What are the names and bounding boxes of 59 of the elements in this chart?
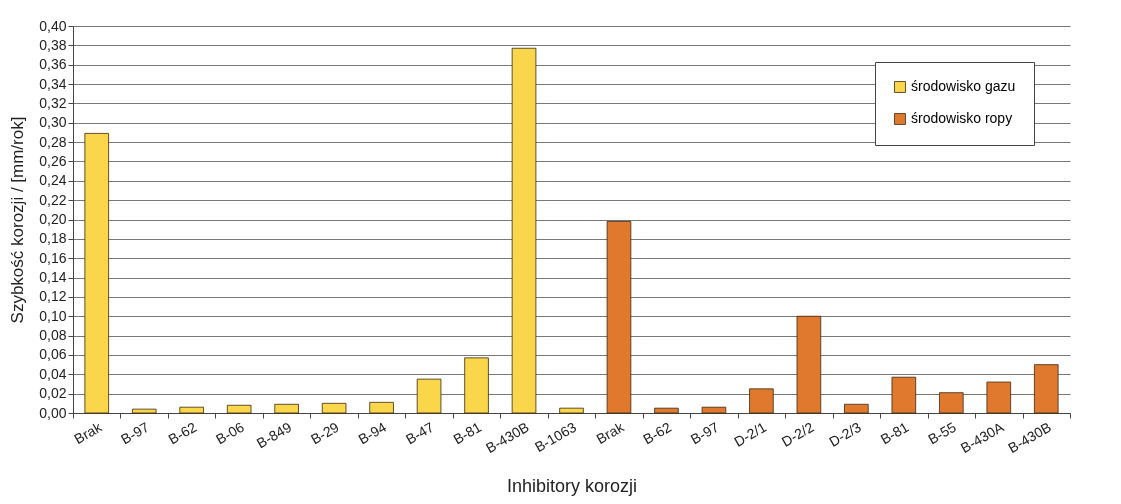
x-tick-label: B-29 bbox=[308, 418, 342, 448]
legend-label: środowisko gazu bbox=[911, 78, 1016, 94]
bar bbox=[749, 388, 774, 414]
x-tick-label: B-97 bbox=[118, 418, 152, 448]
x-tick-label: B-94 bbox=[355, 418, 390, 448]
x-tick-label: Brak bbox=[593, 418, 628, 448]
bar bbox=[416, 378, 442, 414]
bar bbox=[84, 132, 110, 414]
y-tick-label: 0,16 bbox=[39, 249, 67, 266]
y-tick-label: 0,32 bbox=[39, 94, 67, 111]
y-tick-label: 0,02 bbox=[39, 385, 67, 402]
y-tick-label: 0,08 bbox=[39, 327, 67, 344]
y-tick-label: 0,28 bbox=[39, 133, 67, 150]
x-tick-label: B-55 bbox=[925, 418, 959, 448]
bar bbox=[464, 357, 489, 414]
x-tick-label: B-81 bbox=[877, 418, 912, 448]
x-tick-label: B-81 bbox=[450, 418, 485, 448]
bar bbox=[226, 404, 252, 414]
bar bbox=[701, 406, 727, 414]
bar bbox=[1033, 364, 1059, 414]
bar bbox=[891, 376, 917, 414]
x-axis-title: Inhibitory korozji bbox=[506, 475, 638, 496]
y-tick-label: 0,14 bbox=[39, 269, 67, 286]
y-tick-label: 0,26 bbox=[39, 152, 67, 169]
y-tick-label: 0,24 bbox=[39, 172, 67, 189]
bar bbox=[606, 221, 632, 414]
y-tick-label: 0,30 bbox=[39, 114, 67, 131]
bar bbox=[844, 403, 869, 414]
y-tick-label: 0,10 bbox=[39, 307, 67, 324]
bar bbox=[559, 407, 584, 414]
bar bbox=[274, 403, 299, 414]
bar bbox=[511, 47, 537, 414]
bar bbox=[179, 406, 204, 414]
legend-label: środowisko ropy bbox=[911, 110, 1013, 126]
x-tick-label: B-62 bbox=[640, 418, 675, 448]
x-tick-label: B-47 bbox=[402, 418, 437, 448]
y-tick-label: 0,18 bbox=[39, 230, 67, 247]
x-tick-label: B-06 bbox=[213, 418, 247, 448]
y-tick-label: 0,36 bbox=[39, 56, 67, 73]
bar bbox=[939, 392, 964, 414]
bar bbox=[986, 381, 1012, 414]
y-axis-title: Szybkość korozji / [mm/rok] bbox=[8, 116, 28, 324]
bar bbox=[131, 408, 157, 414]
x-tick-label: B-97 bbox=[687, 418, 722, 448]
y-tick-label: 0,00 bbox=[39, 404, 67, 421]
y-tick-label: 0,40 bbox=[39, 17, 67, 34]
y-tick-label: 0,04 bbox=[39, 365, 67, 382]
y-tick-label: 0,34 bbox=[39, 75, 67, 92]
x-tick-label: Brak bbox=[71, 418, 106, 448]
y-tick-label: 0,22 bbox=[39, 191, 67, 208]
y-tick-label: 0,12 bbox=[39, 288, 67, 305]
y-tick-label: 0,20 bbox=[39, 211, 67, 227]
y-tick-label: 0,38 bbox=[39, 36, 67, 53]
x-tick-label: B-62 bbox=[165, 418, 200, 448]
bar bbox=[369, 401, 394, 414]
y-tick-label: 0,06 bbox=[39, 346, 67, 363]
bar bbox=[321, 402, 347, 414]
bar bbox=[796, 315, 822, 414]
bar bbox=[654, 407, 679, 414]
